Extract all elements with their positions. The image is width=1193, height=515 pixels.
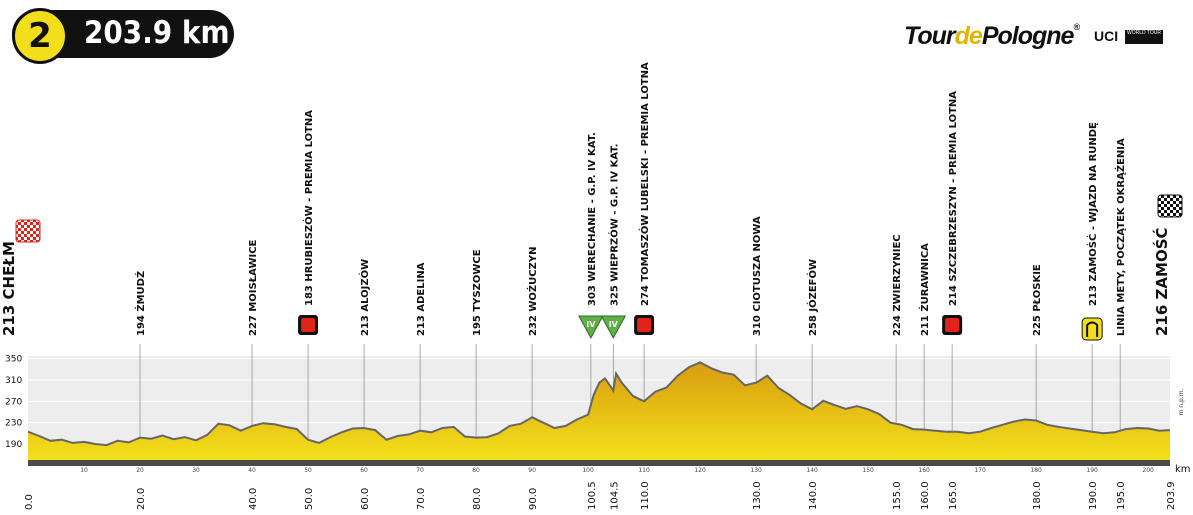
sprint-icon-inner [301, 318, 316, 332]
waypoint-label: 310 CIOTUSZA NOWA [752, 216, 763, 336]
waypoint-label: 194 ŻMUDŹ [133, 271, 147, 336]
waypoint-label: 213 CHEŁM [0, 241, 18, 336]
stage-number: 2 [12, 8, 68, 64]
distance-label: 160.0 [920, 481, 931, 510]
distance-label: 20.0 [136, 488, 147, 510]
distance-label: 104.5 [609, 481, 620, 510]
minor-tick-label: 50 [304, 467, 312, 474]
lap-arrow [1086, 321, 1099, 337]
distance-labels: 0.0 20.0 40.0 50.0 60.0 70.0 80.0 90.0 100.5 104.… [24, 481, 1177, 510]
waypoint-label: 274 TOMASZÓW LUBELSKI - PREMIA LOTNA [638, 62, 651, 306]
y-tick-label: 350 [5, 355, 22, 365]
waypoint-label: 232 WOŻUCZYN [525, 247, 539, 336]
distance-bar [28, 460, 1170, 466]
distance-label: 155.0 [892, 481, 903, 510]
distance-label: 130.0 [752, 481, 763, 510]
y-tick-label: 310 [5, 376, 22, 386]
distance-label: 110.0 [640, 481, 651, 510]
waypoint-label: 183 HRUBIESZÓW - PREMIA LOTNA [302, 110, 315, 306]
distance-label: 70.0 [416, 488, 427, 510]
distance-label: 90.0 [528, 488, 539, 510]
distance-label: 100.5 [587, 481, 598, 510]
distance-label: 50.0 [304, 488, 315, 510]
minor-tick-label: 190 [1086, 467, 1098, 474]
minor-tick-label: 90 [528, 467, 536, 474]
waypoint-label: 213 ALOJZÓW [358, 259, 371, 336]
x-axis-unit: km [1175, 464, 1191, 475]
distance-label: 195.0 [1116, 481, 1127, 510]
start-flag-icon [15, 219, 41, 243]
waypoint-label: 227 MOISŁAWICE [248, 239, 259, 336]
minor-tick-label: 120 [694, 467, 706, 474]
distance-label: 0.0 [24, 494, 35, 510]
climb-category: IV [609, 320, 619, 329]
uci-logo: UCI [1094, 28, 1119, 44]
waypoint-label: 213 ZAMOŚĆ - WJAZD NA RUNDĘ [1086, 122, 1099, 306]
sprint-icon-inner [637, 318, 652, 332]
waypoint-label: 303 WERECHANIE - G.P. IV KAT. [587, 132, 598, 306]
minor-tick-label: 100 [582, 467, 594, 474]
distance-label: 180.0 [1032, 481, 1043, 510]
tour-de-pologne-logo: TourdePologne® [904, 22, 1080, 50]
minor-tick-label: 170 [974, 467, 986, 474]
distance-label: 140.0 [808, 481, 819, 510]
y-axis-labels: 190 230 270 310 350 [5, 355, 22, 450]
waypoint-label: 211 ŻURAWNICA [917, 243, 931, 336]
waypoint-label: 258 JÓZEFÓW [806, 259, 819, 336]
minor-tick-label: 70 [416, 467, 424, 474]
waypoint-label: 225 PŁOSKIE [1032, 264, 1043, 336]
distance-label: 190.0 [1088, 481, 1099, 510]
elevation-line [27, 361, 1171, 447]
minor-tick-label: 160 [918, 467, 930, 474]
y-tick-label: 230 [5, 419, 22, 429]
y-axis-unit: m n.p.m. [1178, 388, 1185, 415]
minor-tick-label: 20 [136, 467, 144, 474]
finish-flag-icon [1157, 194, 1183, 218]
climb-icon [600, 315, 627, 340]
minor-tick-label: 40 [248, 467, 256, 474]
minor-tick-label: 140 [806, 467, 818, 474]
waypoint-label: 216 ZAMOŚĆ [1152, 227, 1171, 336]
waypoint-label: 325 WIEPRZÓW - G.P. IV KAT. [607, 144, 620, 306]
distance-label: 40.0 [248, 488, 259, 510]
minor-tick-label: 110 [638, 467, 650, 474]
waypoint-label: LINIA METY, POCZĄTEK OKRĄŻENIA [1113, 138, 1127, 336]
world-tour-logo: WORLD TOUR [1125, 30, 1163, 44]
y-tick-label: 190 [5, 440, 22, 450]
minor-tick-label: 30 [192, 467, 200, 474]
minor-ticks: 10 20 30 40 50 60 70 80 90 100 110 120 130 140 150 160 1… [80, 467, 1154, 474]
minor-tick-label: 150 [862, 467, 874, 474]
waypoint-label: 213 ADELINA [416, 262, 427, 336]
climb-category: IV [586, 320, 596, 329]
minor-tick-label: 130 [750, 467, 762, 474]
minor-tick-label: 80 [472, 467, 480, 474]
waypoint-label: 195 TYSZOWCE [472, 249, 483, 336]
sprint-icon-inner [945, 318, 960, 332]
distance-label: 80.0 [472, 488, 483, 510]
lap-icon [1081, 317, 1103, 341]
distance-label: 60.0 [360, 488, 371, 510]
y-tick-label: 270 [5, 397, 22, 407]
distance-label: 203.9 [1166, 481, 1177, 510]
climb-icon [578, 315, 604, 340]
elevation-area [28, 362, 1170, 460]
header: 2 203.9 km TourdePologne® UCI WORLD TOUR [0, 0, 1193, 70]
minor-tick-label: 180 [1030, 467, 1042, 474]
waypoint-label: 224 ZWIERZYNIEC [892, 234, 903, 336]
stage-distance: 203.9 km [84, 15, 230, 51]
distance-label: 165.0 [948, 481, 959, 510]
minor-tick-label: 200 [1142, 467, 1154, 474]
minor-tick-label: 10 [80, 467, 88, 474]
minor-tick-label: 60 [360, 467, 368, 474]
waypoint-label: 214 SZCZEBRZESZYN - PREMIA LOTNA [948, 91, 959, 306]
waypoint-icons: IV IV [298, 315, 1103, 341]
waypoint-labels: 213 CHEŁM 194 ŻMUDŹ 227 MOISŁAWICE 183 HRUB… [0, 62, 1171, 336]
